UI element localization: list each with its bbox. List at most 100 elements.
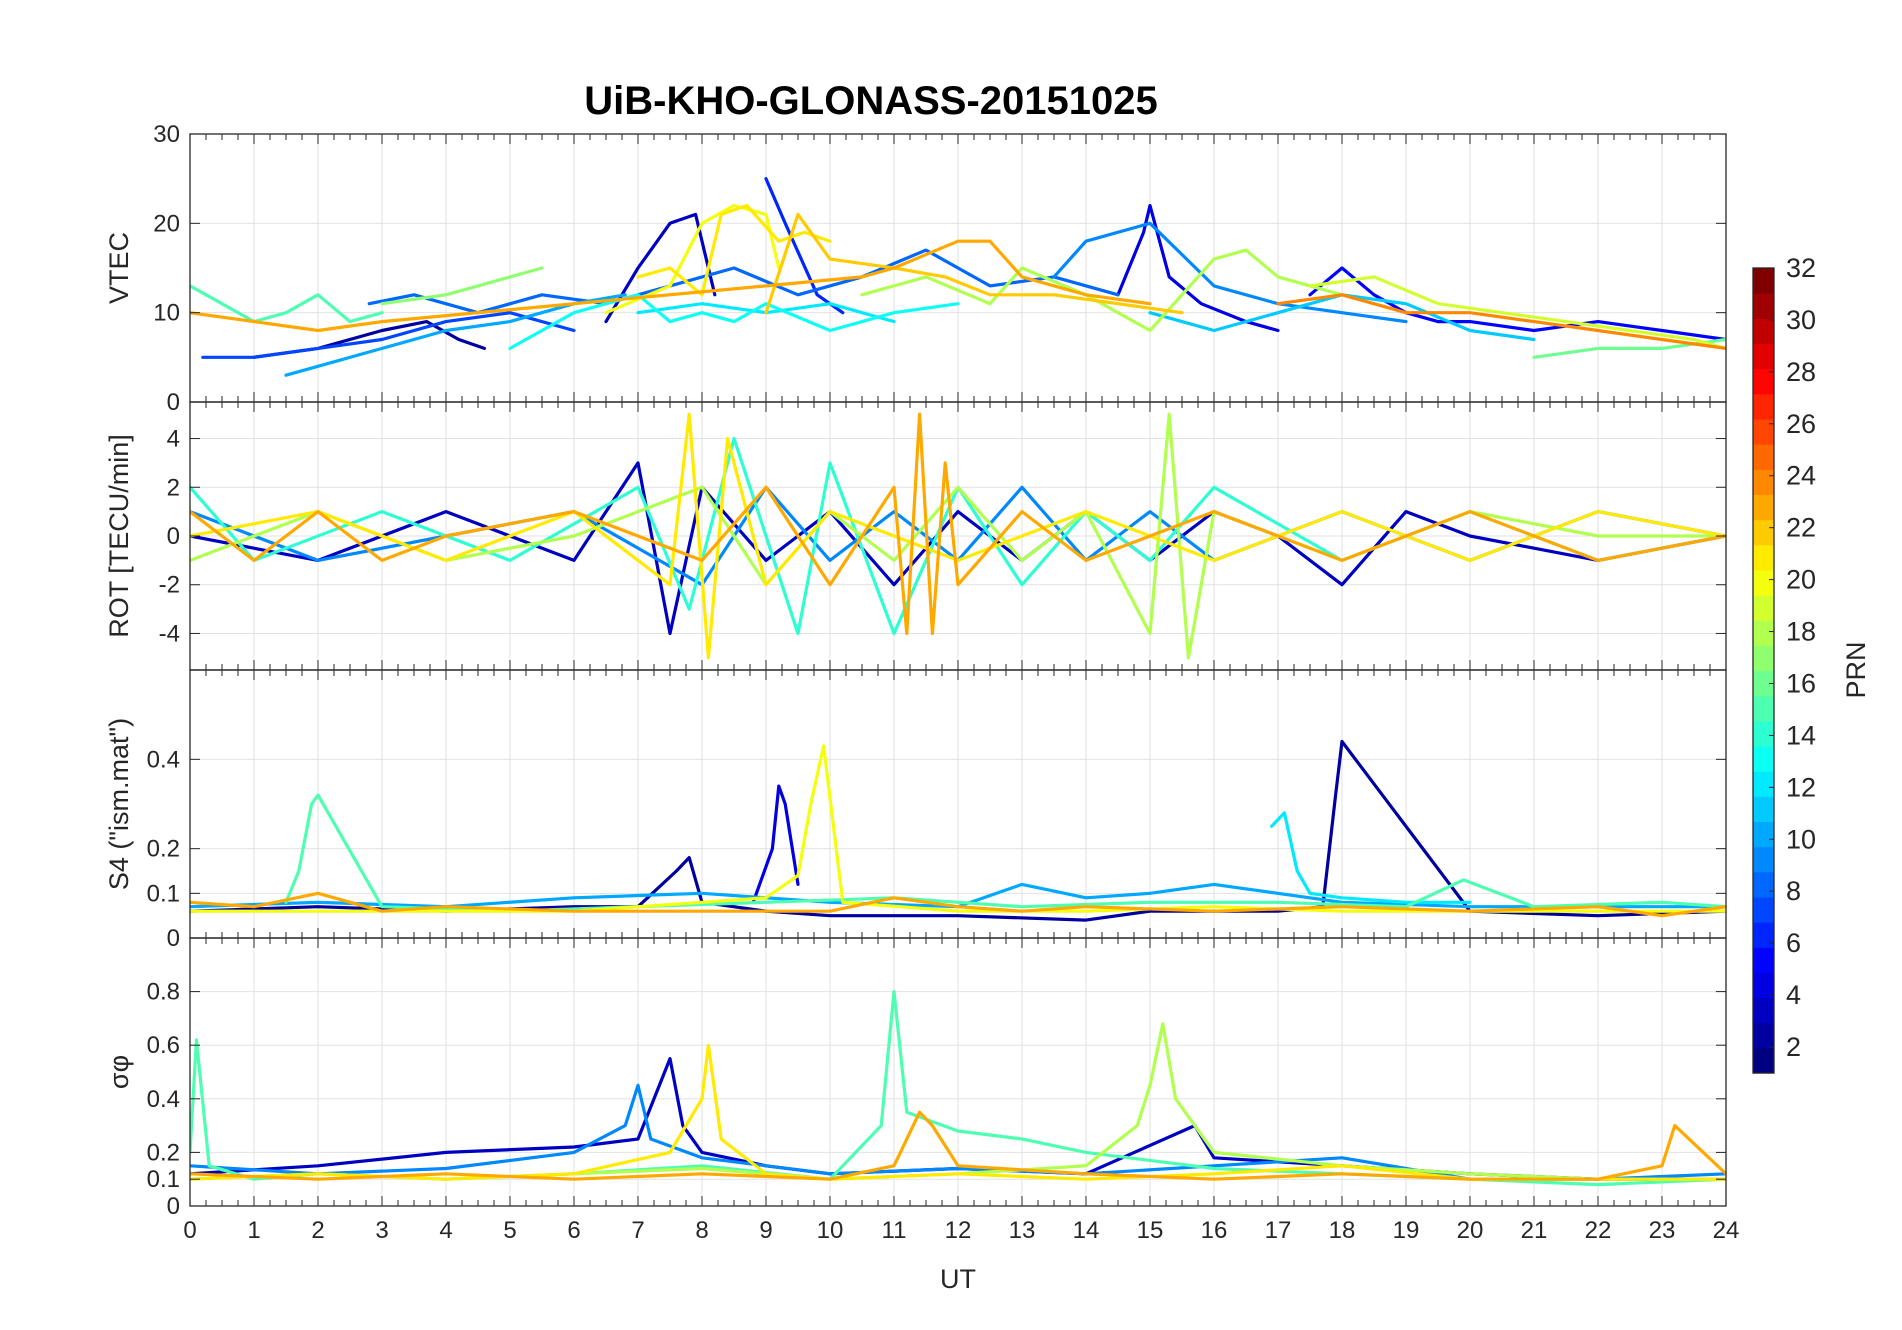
colorbar-swatch [1753, 922, 1774, 948]
colorbar-swatch [1753, 1022, 1774, 1049]
x-tick-label: 4 [439, 1217, 452, 1244]
colorbar-tick-label: 16 [1786, 668, 1816, 698]
y-tick-label: 0.2 [147, 1139, 180, 1166]
x-tick-label: 1 [247, 1217, 260, 1244]
series-group [190, 739, 1726, 922]
colorbar-swatch [1753, 519, 1774, 546]
series-line-prn-4 [751, 784, 800, 904]
panel-1: 0 10 20 30 VTEC [104, 121, 1727, 416]
series-line-prn-23 [190, 239, 1152, 333]
y-tick-label: 10 [153, 300, 180, 327]
colorbar-swatch [1753, 595, 1774, 621]
series-line-prn-9 [1052, 221, 1408, 324]
y-tick-label: 0.1 [147, 1166, 180, 1193]
y-tick-label: 2 [167, 474, 180, 501]
colorbar-tick-label: 6 [1786, 928, 1801, 958]
colorbar-tick-label: 26 [1786, 409, 1816, 439]
colorbar-swatch [1753, 293, 1774, 319]
series-line-prn-5 [1308, 266, 1726, 342]
series-line-prn-21 [190, 1043, 1726, 1181]
x-tick-label: 23 [1649, 1217, 1676, 1244]
colorbar-tick-label: 20 [1786, 565, 1816, 595]
colorbar-swatch [1753, 972, 1774, 999]
colorbar-swatch [1753, 1047, 1774, 1074]
colorbar-swatch [1753, 645, 1774, 672]
colorbar-swatch [1753, 318, 1774, 345]
colorbar-swatch [1753, 418, 1774, 445]
series-line-prn-18 [860, 248, 1344, 333]
colorbar-swatch [1753, 695, 1774, 722]
series-group [190, 412, 1726, 660]
series-line-prn-12 [1270, 811, 1472, 904]
y-tick-label: 0.8 [147, 979, 180, 1006]
series-line-prn-23 [190, 412, 1726, 636]
x-tick-label: 5 [503, 1217, 516, 1244]
series-group [190, 177, 1726, 377]
colorbar-frame [1752, 267, 1775, 1074]
y-tick-label: 30 [153, 121, 180, 148]
colorbar-swatch [1753, 444, 1774, 470]
x-tick-label: 3 [375, 1217, 388, 1244]
colorbar-swatch [1753, 393, 1774, 420]
x-tick-label: 13 [1009, 1217, 1036, 1244]
colorbar-swatch [1753, 896, 1774, 923]
x-tick-label: 7 [631, 1217, 644, 1244]
colorbar-swatch [1753, 620, 1774, 646]
x-tick-label: 18 [1329, 1217, 1356, 1244]
x-tick-label: 11 [882, 1217, 907, 1244]
panel-3: 0 0.1 0.2 0.4 S4 ("ism.mat") [104, 669, 1727, 952]
colorbar-label: PRN [1841, 641, 1871, 698]
series-line-prn-15 [190, 284, 384, 324]
y-axis-label: VTEC [104, 232, 134, 304]
series-line-prn-3 [604, 212, 717, 324]
colorbar-swatch [1753, 821, 1774, 848]
colorbar-swatch [1753, 343, 1774, 370]
y-axis-label: ROT [TECU/min] [104, 434, 134, 638]
series-line-prn-16 [1532, 337, 1726, 359]
colorbar-tick-label: 10 [1786, 824, 1816, 854]
x-axis-label: UT [940, 1264, 976, 1294]
series-group [190, 990, 1726, 1187]
colorbar-swatch [1753, 720, 1774, 747]
x-tick-label: 19 [1393, 1217, 1420, 1244]
y-tick-label: -2 [159, 572, 180, 599]
x-tick-label: 20 [1457, 1217, 1484, 1244]
x-tick-label: 9 [759, 1217, 772, 1244]
series-line-prn-23 [190, 1110, 1726, 1181]
x-tick-label: 14 [1073, 1217, 1100, 1244]
x-tick-label: 0 [183, 1217, 196, 1244]
colorbar-swatch [1753, 569, 1774, 596]
colorbar-tick-label: 14 [1786, 720, 1816, 750]
series-line-prn-20 [604, 203, 781, 315]
panel-2: -4 -2 0 2 4 ROT [TECU/min] [104, 401, 1727, 671]
x-tick-label: 6 [567, 1217, 580, 1244]
colorbar-tick-label: 4 [1786, 980, 1801, 1010]
y-tick-label: 0.2 [147, 836, 180, 863]
series-line-prn-24 [1276, 293, 1726, 350]
series-line-prn-21 [636, 203, 832, 297]
x-tick-label: 17 [1265, 1217, 1292, 1244]
colorbar-swatch [1753, 368, 1774, 395]
panel-4: 00.10.2 0.4 0.6 0.8 σφ [104, 937, 1727, 1220]
series-line-prn-10 [190, 882, 1726, 909]
series-line-prn-17 [380, 266, 544, 306]
chart-title: UiB-KHO-GLONASS-20151025 [584, 79, 1158, 123]
colorbar-swatch [1753, 997, 1774, 1024]
colorbar-tick-label: 24 [1786, 461, 1816, 491]
y-tick-label: 0 [167, 389, 180, 416]
series-line-prn-23 [190, 891, 1726, 918]
series-line-prn-21 [190, 412, 1726, 660]
colorbar-swatch [1753, 796, 1774, 823]
series-line-prn-22 [764, 212, 1184, 315]
x-tick-label: 15 [1137, 1217, 1164, 1244]
colorbar-tick-label: 12 [1786, 772, 1816, 802]
colorbar-tick-label: 8 [1786, 876, 1801, 906]
series-line-prn-7 [201, 311, 576, 359]
colorbar-tick-label: 2 [1786, 1032, 1801, 1062]
series-line-prn-11 [1148, 293, 1536, 342]
colorbar-swatch [1753, 670, 1774, 697]
x-tick-label: 8 [695, 1217, 708, 1244]
colorbar-tick-label: 18 [1786, 617, 1816, 647]
